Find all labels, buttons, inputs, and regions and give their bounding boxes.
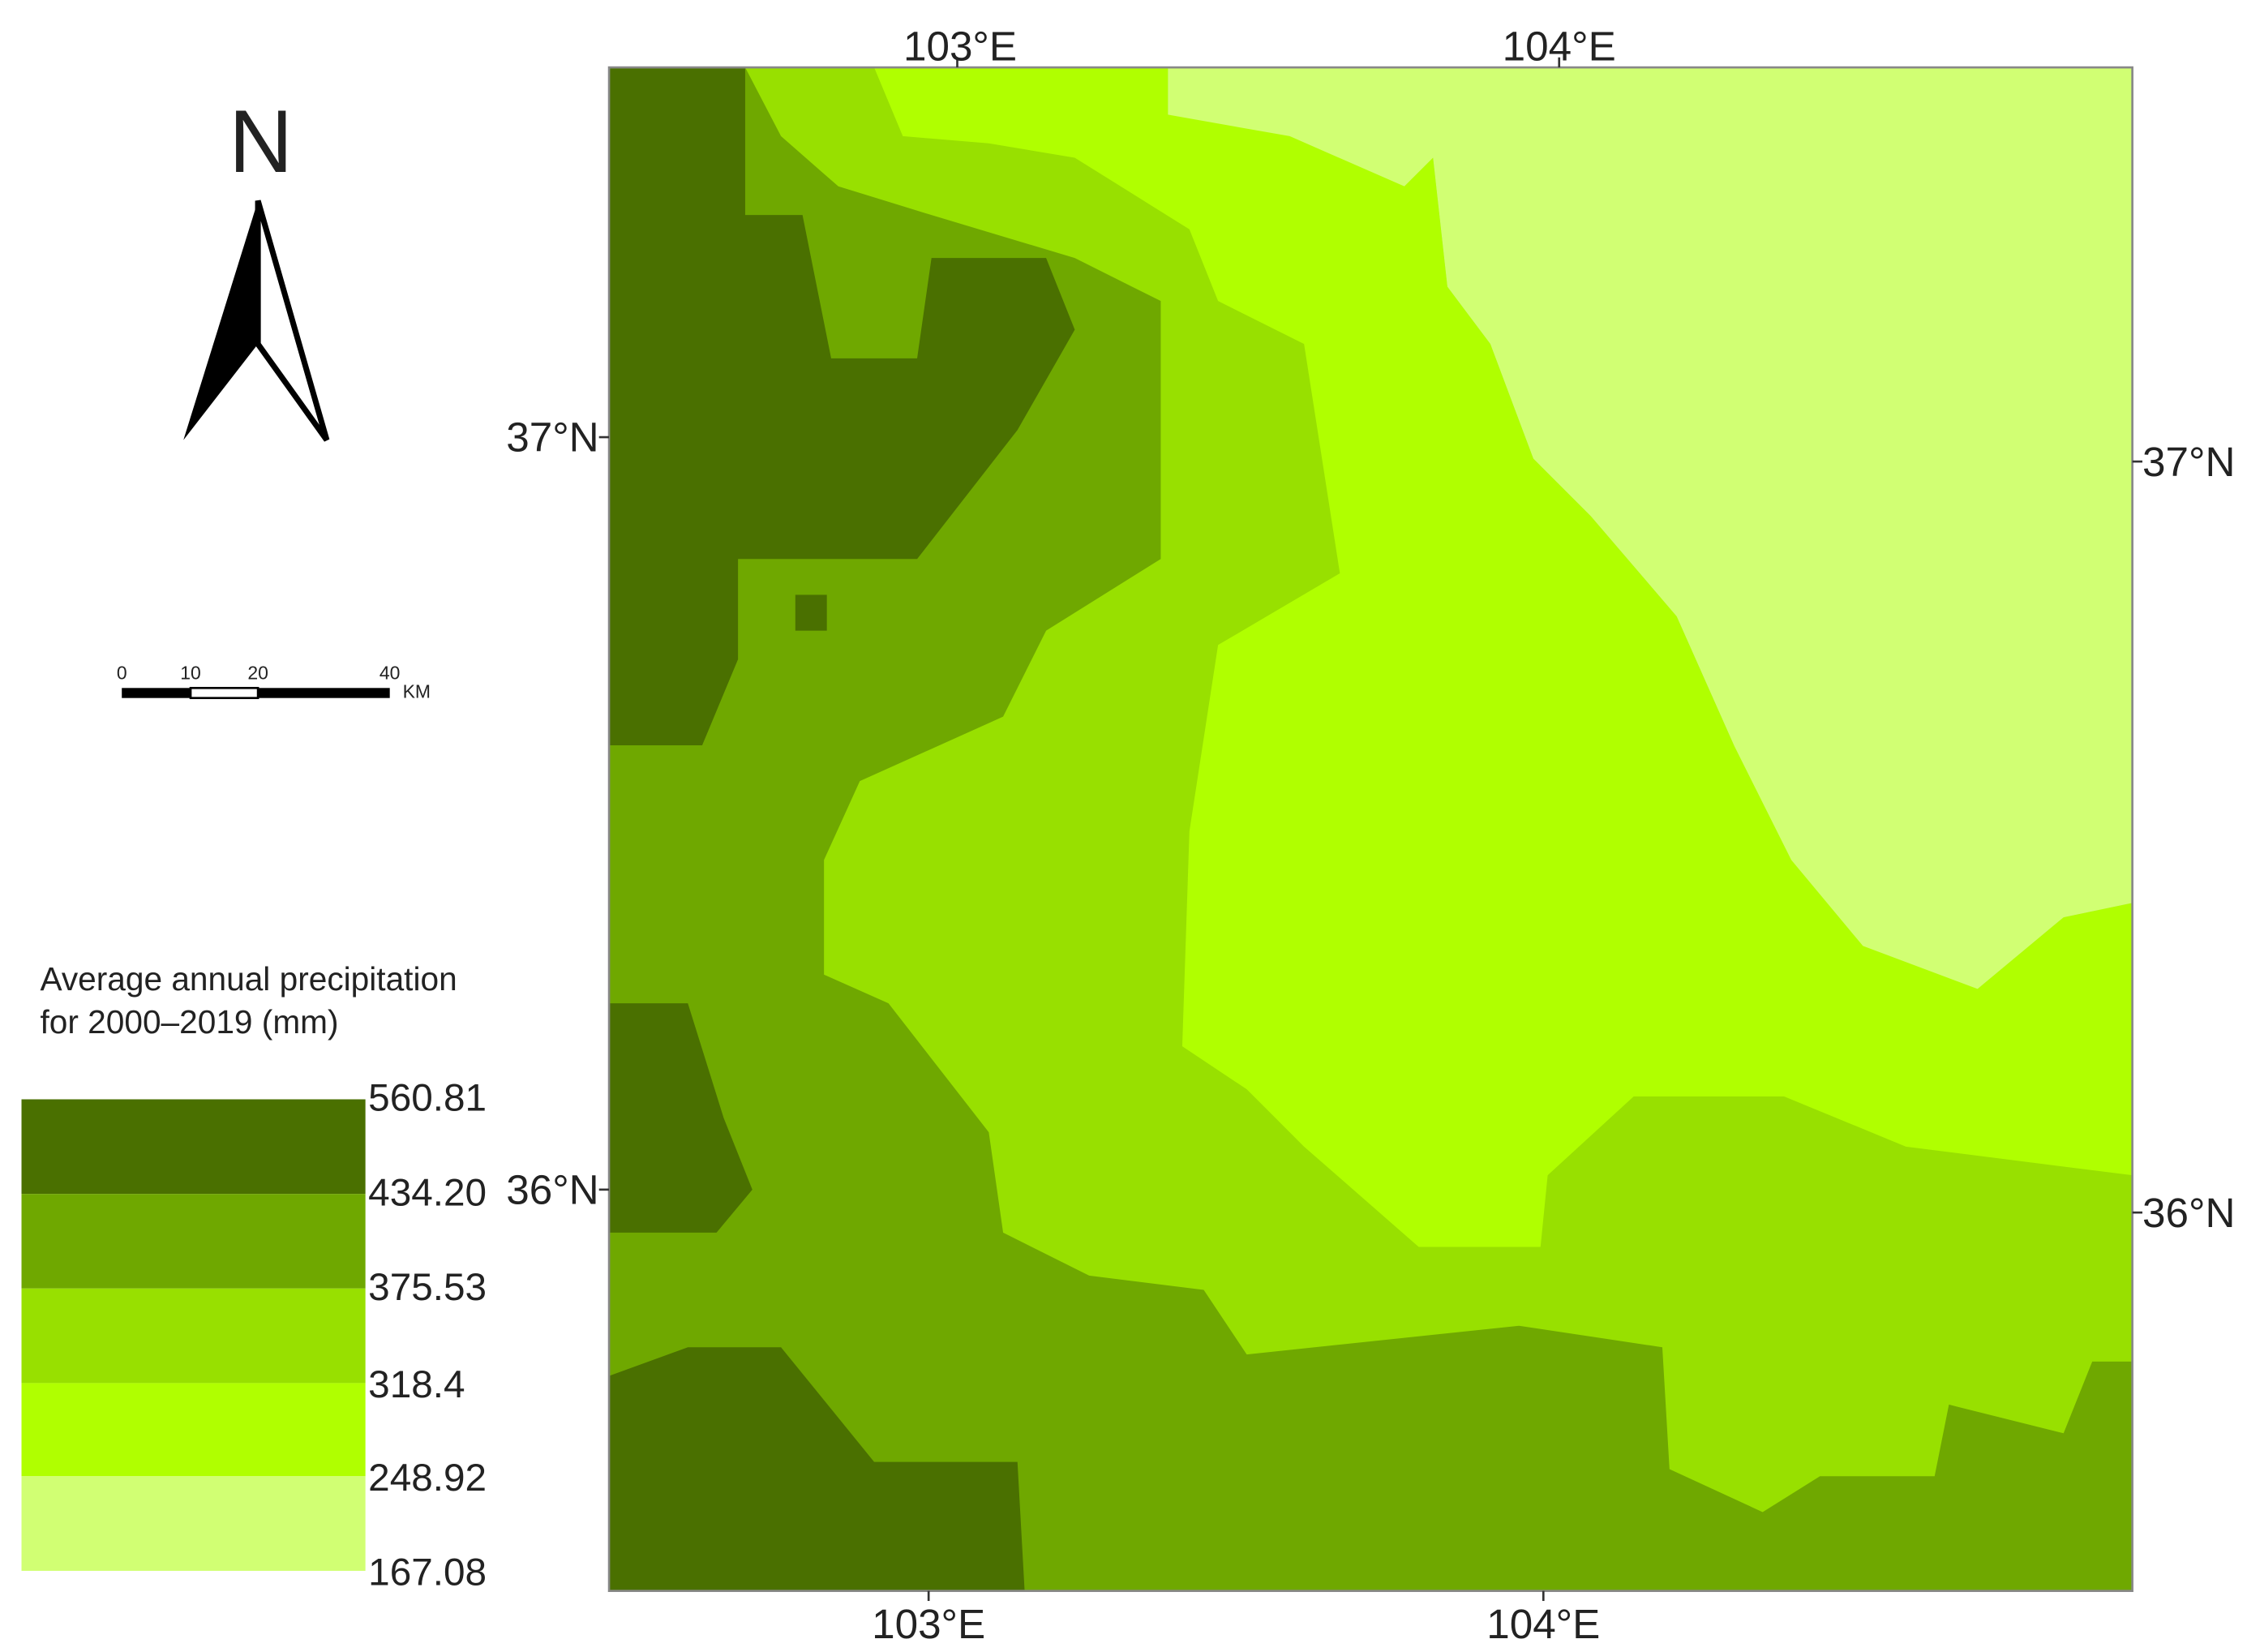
legend-break: 248.92 [368, 1457, 487, 1500]
lat-label: 37°N [506, 414, 598, 461]
legend-break: 167.08 [368, 1551, 487, 1594]
graticule-ticks [598, 57, 2142, 1602]
north-label: N [229, 92, 293, 191]
legend-break: 560.81 [368, 1077, 487, 1120]
lon-label: 103°E [903, 23, 1017, 69]
legend-break: 375.53 [368, 1266, 487, 1309]
scale-unit: KM [403, 681, 431, 702]
scale-label: 0 [117, 663, 127, 684]
scale-label: 40 [380, 663, 401, 684]
legend-swatch [21, 1476, 366, 1571]
zone-561-434 [795, 594, 827, 631]
lon-label: 103°E [872, 1601, 985, 1647]
zone-561-434 [609, 67, 1075, 746]
legend-swatch [21, 1383, 366, 1477]
lat-label: 36°N [2142, 1190, 2235, 1236]
legend-title: Average annual precipitation [40, 960, 457, 998]
zone-318-249 [874, 67, 2133, 1247]
zone-561-434 [609, 1003, 753, 1233]
lat-label: 36°N [506, 1167, 598, 1213]
map-frame [607, 66, 2133, 1592]
scale-label: 10 [180, 663, 201, 684]
legend-swatch [21, 1099, 366, 1195]
legend-swatch [21, 1288, 366, 1384]
scale-segment [122, 688, 191, 698]
lat-label: 37°N [2142, 439, 2235, 485]
zone-249-167 [1168, 67, 2133, 989]
scale-label: 20 [247, 663, 268, 684]
legend-swatch [21, 1194, 366, 1289]
north-arrow-right [255, 200, 330, 442]
legend-title: for 2000–2019 (mm) [40, 1003, 338, 1041]
legend-break: 318.4 [368, 1363, 465, 1406]
zone-561-434 [609, 1347, 1025, 1591]
legend-break: 434.20 [368, 1171, 487, 1214]
scale-segment [258, 688, 390, 698]
precipitation-map [607, 66, 2133, 1592]
lon-label: 104°E [1486, 1601, 1600, 1647]
scale-segment [189, 686, 259, 700]
lon-label: 104°E [1503, 23, 1616, 69]
